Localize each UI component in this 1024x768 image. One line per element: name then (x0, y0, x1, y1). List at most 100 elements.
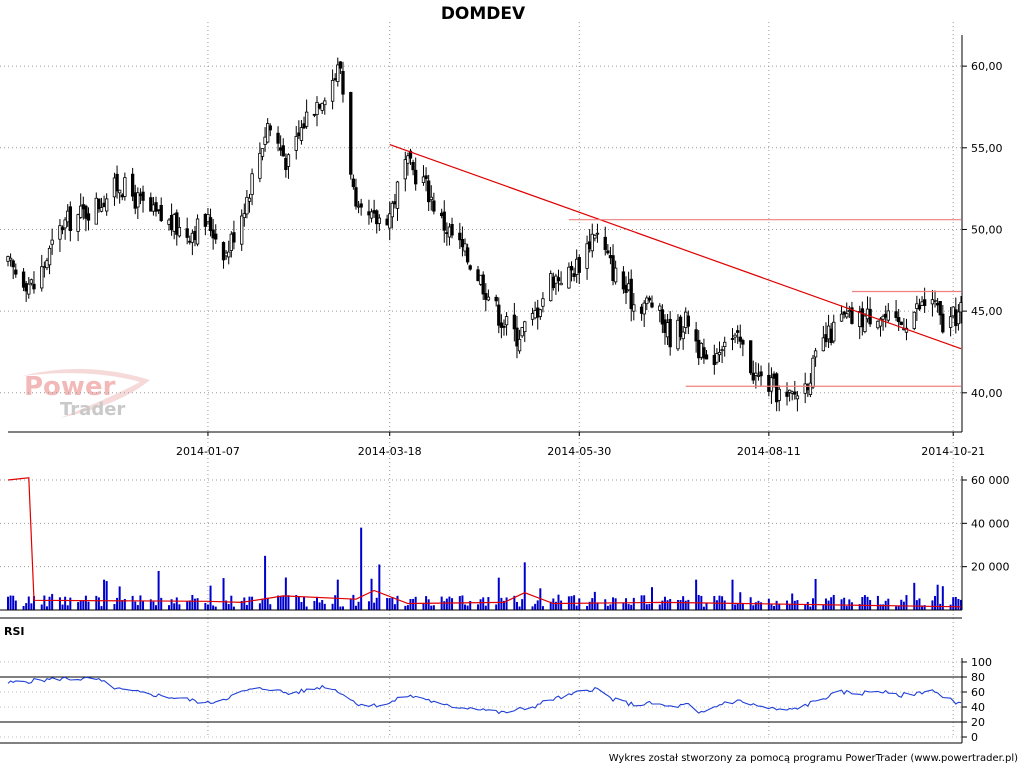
candle-body (668, 318, 672, 348)
candle (504, 312, 509, 336)
rsi-tick-label: 100 (971, 656, 992, 669)
candle (515, 315, 519, 359)
candle-body (375, 210, 379, 225)
candle (697, 330, 701, 366)
candle-body (99, 207, 104, 212)
candle (484, 283, 488, 312)
candle (58, 219, 62, 252)
candle-body (754, 372, 758, 376)
candle (593, 234, 597, 242)
candle-body (50, 239, 54, 245)
x-tick-label: 2014-05-30 (547, 445, 611, 458)
candle (120, 193, 124, 201)
logo-word-trader: Trader (60, 399, 125, 420)
x-tick-label: 2014-01-07 (176, 445, 240, 458)
candle-body (551, 276, 555, 289)
candle-body (32, 283, 36, 290)
candle (130, 167, 135, 202)
candle-body (476, 269, 480, 282)
candle-body (232, 232, 236, 243)
candle (494, 294, 498, 307)
candle (733, 332, 737, 344)
candle (915, 295, 919, 321)
candle-body (424, 175, 428, 180)
price-y-axis: 40,00 45,00 50,00 55,00 60,00 (961, 35, 1003, 432)
candle (756, 363, 761, 381)
candle (938, 300, 942, 325)
candle (258, 142, 262, 183)
candle-body (922, 299, 927, 306)
candle-body (169, 215, 174, 231)
candle (595, 223, 600, 243)
candle (424, 167, 428, 192)
candle-body (826, 325, 831, 340)
candle-body (847, 310, 852, 313)
candle-body (665, 322, 670, 338)
candle (517, 329, 522, 354)
candle (676, 314, 680, 352)
candle-body (45, 260, 49, 269)
candle (935, 297, 940, 313)
candle (863, 313, 867, 334)
candle (76, 213, 80, 242)
candle (551, 272, 555, 291)
candle (136, 187, 140, 219)
candle (772, 371, 776, 388)
candle (79, 193, 83, 219)
candle-body (354, 187, 358, 207)
candle (826, 314, 831, 348)
candle-body (608, 255, 613, 259)
candle (930, 289, 935, 317)
candle-body (832, 321, 836, 342)
candle (32, 271, 36, 294)
volume-panel: 20 000 40 000 60 000 (0, 474, 1010, 619)
candle-body (460, 239, 465, 248)
candle (149, 192, 153, 212)
candle (567, 262, 571, 289)
candle (465, 243, 470, 265)
candle (86, 207, 91, 231)
candle-body (956, 311, 961, 325)
candle (759, 365, 763, 387)
candle-body (465, 247, 470, 263)
candle-body (523, 321, 527, 333)
rsi-gridlines (0, 661, 962, 744)
candle-body (167, 219, 171, 225)
candle-body (190, 232, 195, 243)
candle-body (639, 306, 644, 314)
candle-body (188, 240, 192, 243)
candle-body (224, 252, 228, 257)
candle-body (151, 204, 156, 212)
candle (839, 305, 844, 322)
candle (367, 199, 371, 225)
candle (481, 271, 485, 300)
candle-body (141, 191, 145, 201)
candle (790, 390, 794, 401)
volume-gridlines (0, 479, 962, 568)
candle-body (536, 307, 540, 318)
candle (359, 198, 363, 216)
candle-body (512, 314, 517, 330)
candle (920, 296, 924, 307)
candle-body (406, 155, 410, 164)
candle-body (323, 100, 327, 106)
candle-body (203, 213, 208, 227)
candle (27, 276, 31, 299)
candle-body (803, 383, 807, 394)
candle-body (284, 158, 288, 170)
candle (133, 184, 137, 215)
candle (694, 321, 698, 353)
candle (629, 269, 633, 322)
candle-body (367, 211, 371, 216)
candle (385, 214, 389, 226)
candle (803, 372, 807, 404)
candle (559, 271, 563, 286)
candle-body (699, 342, 703, 358)
candle-body (227, 251, 231, 258)
candle-body (569, 265, 574, 271)
candle (123, 172, 127, 201)
candle-body (112, 177, 117, 198)
candle (317, 103, 322, 110)
candle (214, 224, 218, 244)
candle (588, 229, 592, 253)
